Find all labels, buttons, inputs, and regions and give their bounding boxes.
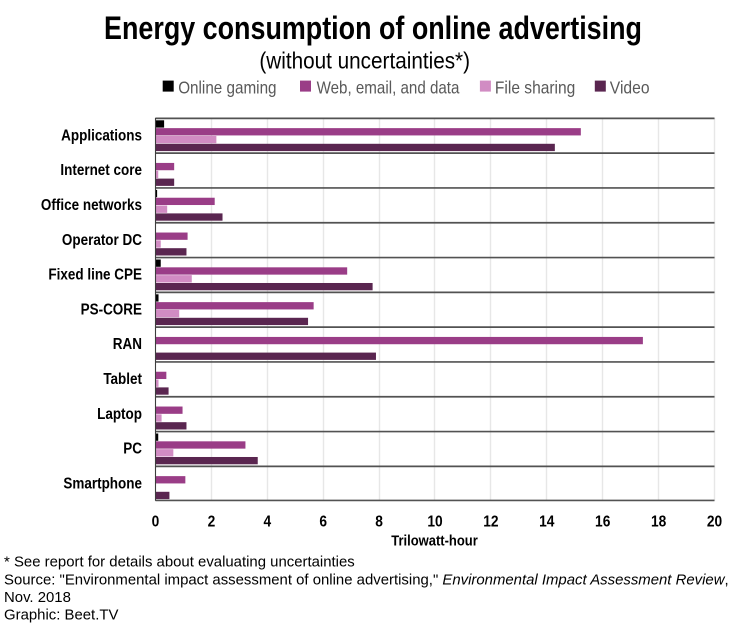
svg-text:Office networks: Office networks	[41, 197, 142, 214]
svg-text:Online gaming: Online gaming	[178, 77, 276, 97]
svg-text:Laptop: Laptop	[97, 406, 142, 423]
svg-text:Nov. 2018: Nov. 2018	[4, 589, 71, 606]
svg-text:4: 4	[263, 513, 271, 531]
svg-text:8: 8	[375, 513, 383, 531]
svg-text:Source: "Environmental impact: Source: "Environmental impact assessment…	[4, 572, 729, 589]
svg-text:Internet core: Internet core	[60, 162, 142, 179]
svg-text:Graphic: Beet.TV: Graphic: Beet.TV	[4, 606, 118, 623]
svg-text:10: 10	[427, 513, 442, 531]
svg-text:Web, email, and data: Web, email, and data	[317, 77, 461, 98]
svg-text:20: 20	[707, 513, 722, 531]
svg-text:Tablet: Tablet	[103, 371, 142, 388]
svg-text:Applications: Applications	[61, 128, 142, 145]
svg-text:6: 6	[319, 513, 327, 531]
svg-text:* See report for details about: * See report for details about evaluatin…	[4, 554, 355, 571]
svg-text:18: 18	[651, 513, 666, 531]
svg-text:Video: Video	[610, 77, 650, 97]
svg-text:14: 14	[539, 513, 555, 531]
svg-text:Operator DC: Operator DC	[62, 232, 143, 249]
svg-text:2: 2	[208, 513, 216, 531]
svg-text:File sharing: File sharing	[495, 77, 575, 97]
svg-text:Fixed line CPE: Fixed line CPE	[48, 267, 142, 284]
svg-text:(without uncertainties*): (without uncertainties*)	[259, 48, 470, 74]
svg-text:12: 12	[483, 513, 498, 531]
svg-text:0: 0	[152, 513, 160, 531]
svg-text:16: 16	[595, 513, 610, 531]
svg-text:PS-CORE: PS-CORE	[81, 302, 143, 319]
svg-text:Trilowatt-hour: Trilowatt-hour	[391, 532, 478, 549]
svg-text:Energy consumption of online a: Energy consumption of online advertising	[104, 11, 642, 47]
svg-text:PC: PC	[123, 441, 142, 458]
svg-text:RAN: RAN	[113, 336, 142, 353]
svg-text:Smartphone: Smartphone	[63, 476, 142, 493]
